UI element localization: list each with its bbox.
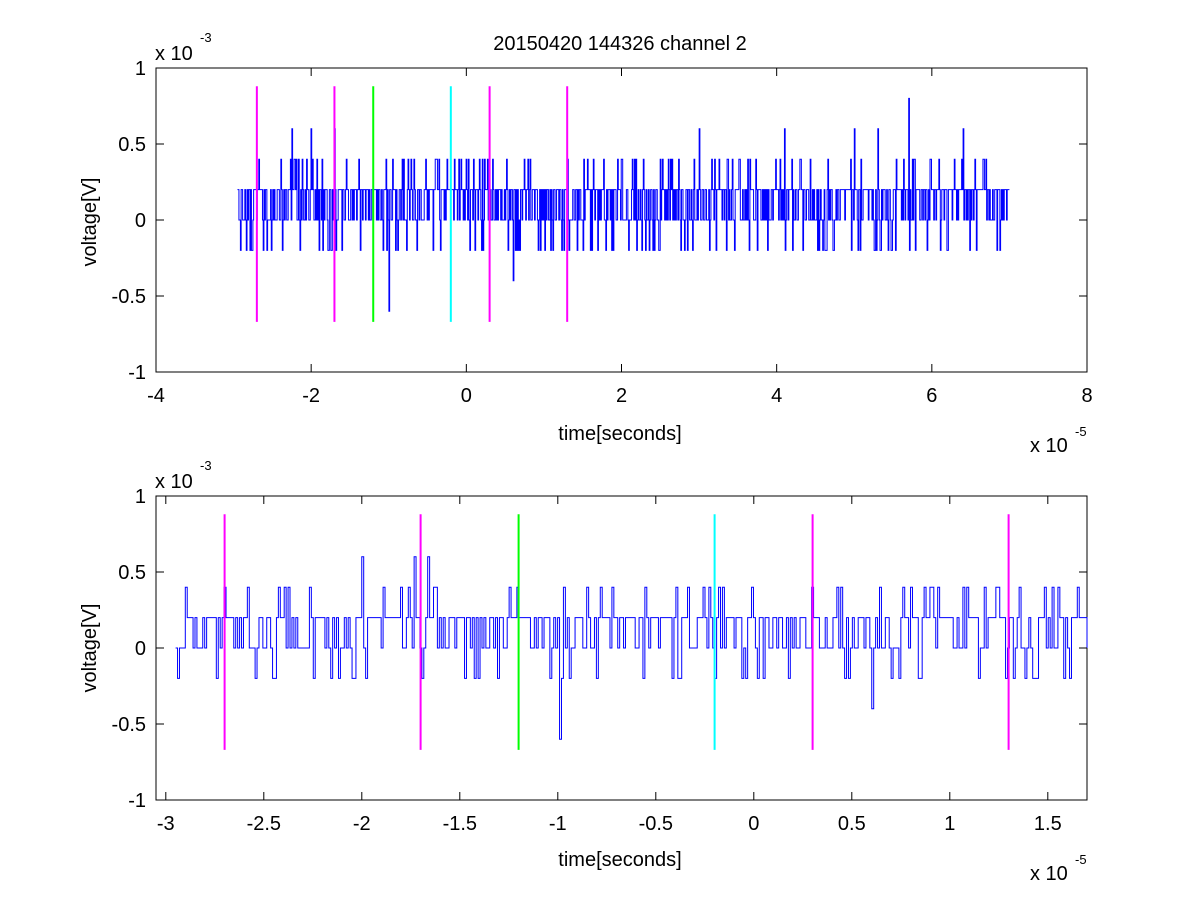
- top-y-exponent-power: -3: [200, 30, 212, 45]
- bottom-ytick-label-2: 0: [135, 638, 146, 660]
- bottom-xtick-label-0: -3: [157, 813, 175, 835]
- bottom-y-exponent-base: x 10: [155, 471, 193, 493]
- top-ytick-label-1: -0.5: [112, 286, 146, 308]
- bottom-x-exponent-base: x 10: [1030, 863, 1068, 885]
- bottom-xtick-label-6: 0: [748, 813, 759, 835]
- bottom-x-exponent-power: -5: [1075, 852, 1087, 867]
- top-ytick-label-4: 1: [135, 58, 146, 80]
- top-xtick-label-3: 2: [616, 385, 627, 407]
- bottom-xtick-label-1: -2.5: [247, 813, 281, 835]
- bottom-x-axis-label: time[seconds]: [558, 849, 681, 871]
- top-ytick-label-3: 0.5: [118, 134, 146, 156]
- bottom-signal-trace: [175, 556, 1088, 740]
- bottom-ytick-label-4: 1: [135, 486, 146, 508]
- figure-title: 20150420 144326 channel 2: [493, 33, 747, 55]
- top-y-exponent-base: x 10: [155, 43, 193, 65]
- bottom-axes: -3 -2.5 -2 -1.5 -1 -0.5 0 0.5 1 1.5 -1 -0.5 0 0.5 1 ti…: [79, 458, 1088, 885]
- bottom-ytick-label-1: -0.5: [112, 714, 146, 736]
- bottom-ytick-label-0: -1: [128, 790, 146, 812]
- top-x-axis-label: time[seconds]: [558, 423, 681, 445]
- top-ytick-label-0: -1: [128, 362, 146, 384]
- bottom-y-exponent-power: -3: [200, 458, 212, 473]
- top-axes: -4 -2 0 2 4 6 8 -1 -0.5 0 0.5 1 time[seconds] volta…: [79, 30, 1093, 457]
- top-xtick-label-0: -4: [147, 385, 165, 407]
- top-x-exponent-base: x 10: [1030, 435, 1068, 457]
- bottom-y-axis-label: voltage[V]: [79, 604, 101, 693]
- top-y-axis-label: voltage[V]: [79, 178, 101, 267]
- bottom-xtick-label-3: -1.5: [443, 813, 477, 835]
- top-signal-trace: [237, 97, 1010, 312]
- bottom-xtick-label-5: -0.5: [639, 813, 673, 835]
- bottom-xtick-label-7: 0.5: [838, 813, 866, 835]
- top-xtick-label-2: 0: [461, 385, 472, 407]
- top-xtick-label-6: 8: [1081, 385, 1092, 407]
- top-xtick-label-5: 6: [926, 385, 937, 407]
- bottom-xtick-label-8: 1: [944, 813, 955, 835]
- bottom-xtick-label-4: -1: [549, 813, 567, 835]
- bottom-xtick-label-2: -2: [353, 813, 371, 835]
- bottom-ytick-label-3: 0.5: [118, 562, 146, 584]
- bottom-xtick-label-9: 1.5: [1034, 813, 1062, 835]
- top-xtick-label-1: -2: [302, 385, 320, 407]
- top-xtick-label-4: 4: [771, 385, 782, 407]
- top-x-exponent-power: -5: [1075, 424, 1087, 439]
- top-ytick-label-2: 0: [135, 210, 146, 232]
